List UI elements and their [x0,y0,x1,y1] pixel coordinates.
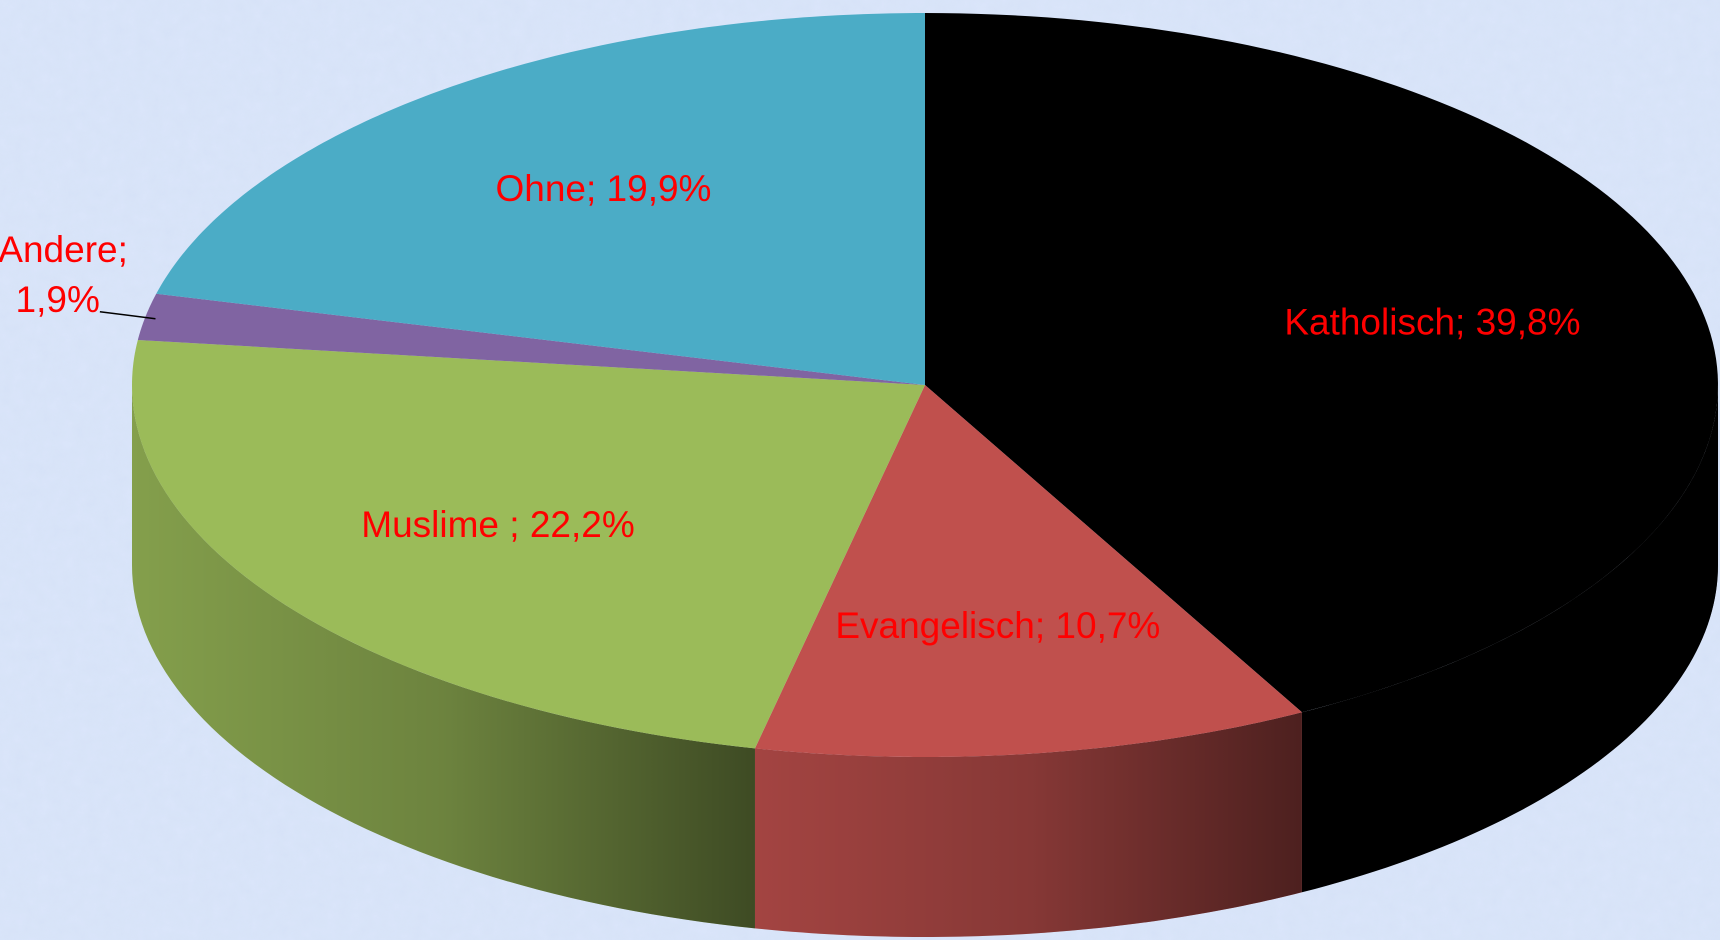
leader-line [99,311,156,320]
slice-side-shade [132,385,755,929]
slice-side-shade [1301,385,1718,893]
slice [754,385,1302,757]
slice [925,13,1718,713]
slice [156,13,925,385]
slice [137,293,925,385]
slice-side-shade [754,712,1302,937]
data-label: Ohne; 19,9% [495,168,711,209]
data-label: Andere; 1,9% [0,229,128,320]
data-label: Katholisch; 39,8% [1284,302,1580,343]
data-label: Evangelisch; 10,7% [835,605,1160,646]
slice [132,339,925,749]
data-label: Muslime ; 22,2% [361,504,635,545]
